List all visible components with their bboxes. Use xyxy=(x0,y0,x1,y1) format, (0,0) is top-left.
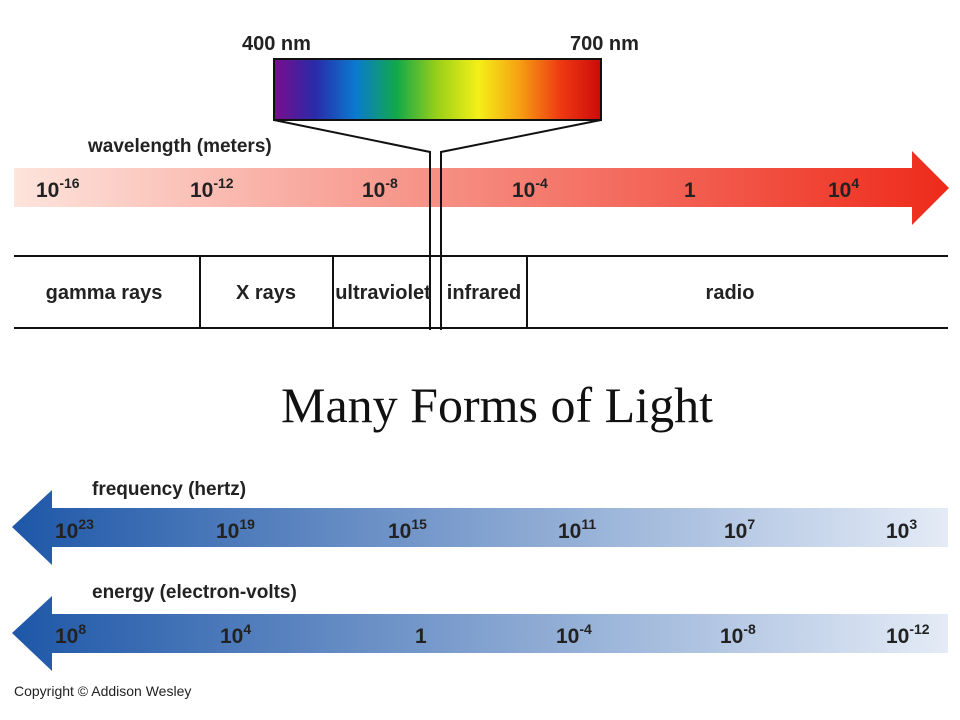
frequency-ticks: 1023 1019 1015 1011 107 103 xyxy=(55,516,917,543)
wavelength-tick-label: 10-4 xyxy=(512,175,548,202)
frequency-tick-label: 103 xyxy=(886,516,917,543)
frequency-tick-label: 1019 xyxy=(216,516,255,543)
wavelength-arrow xyxy=(14,151,949,225)
wavelength-tick-label: 104 xyxy=(828,175,859,202)
band-labels: gamma rays X rays ultraviolet infrared radio xyxy=(46,282,755,304)
wavelength-axis-label: wavelength (meters) xyxy=(87,136,272,157)
energy-arrow xyxy=(12,596,948,671)
energy-tick-label: 108 xyxy=(55,621,86,648)
band-label-gamma-rays: gamma rays xyxy=(46,282,163,304)
energy-tick-label: 10-8 xyxy=(720,621,756,648)
funnel-left-line xyxy=(273,119,431,330)
frequency-arrow xyxy=(12,490,948,565)
frequency-tick-label: 107 xyxy=(724,516,755,543)
wavelength-tick-label: 10-8 xyxy=(362,175,398,202)
band-label-infrared: infrared xyxy=(447,282,521,304)
wavelength-tick-label: 10-12 xyxy=(190,175,234,202)
wavelength-tick-label: 10-16 xyxy=(36,175,80,202)
slide-title: Many Forms of Light xyxy=(281,377,713,433)
wavelength-ticks: 10-16 10-12 10-8 10-4 1 104 xyxy=(36,175,859,202)
energy-tick-label: 10-4 xyxy=(556,621,592,648)
energy-tick-label: 104 xyxy=(220,621,251,648)
spectrum-label-400nm: 400 nm xyxy=(242,33,311,55)
energy-axis-label: energy (electron-volts) xyxy=(92,582,297,603)
visible-spectrum-bar xyxy=(273,58,602,121)
wavelength-tick-label: 1 xyxy=(684,179,696,202)
energy-tick-label: 1 xyxy=(415,625,427,648)
frequency-tick-label: 1023 xyxy=(55,516,94,543)
band-label-x-rays: X rays xyxy=(236,282,296,304)
band-label-ultraviolet: ultraviolet xyxy=(335,282,431,304)
frequency-axis-label: frequency (hertz) xyxy=(92,479,246,500)
spectrum-label-700nm: 700 nm xyxy=(570,33,639,55)
band-label-radio: radio xyxy=(706,282,755,304)
frequency-tick-label: 1011 xyxy=(558,516,596,543)
funnel-right-line xyxy=(440,119,602,330)
energy-ticks: 108 104 1 10-4 10-8 10-12 xyxy=(55,621,930,648)
frequency-tick-label: 1015 xyxy=(388,516,427,543)
energy-tick-label: 10-12 xyxy=(886,621,930,648)
copyright-notice: Copyright © Addison Wesley xyxy=(14,683,192,699)
